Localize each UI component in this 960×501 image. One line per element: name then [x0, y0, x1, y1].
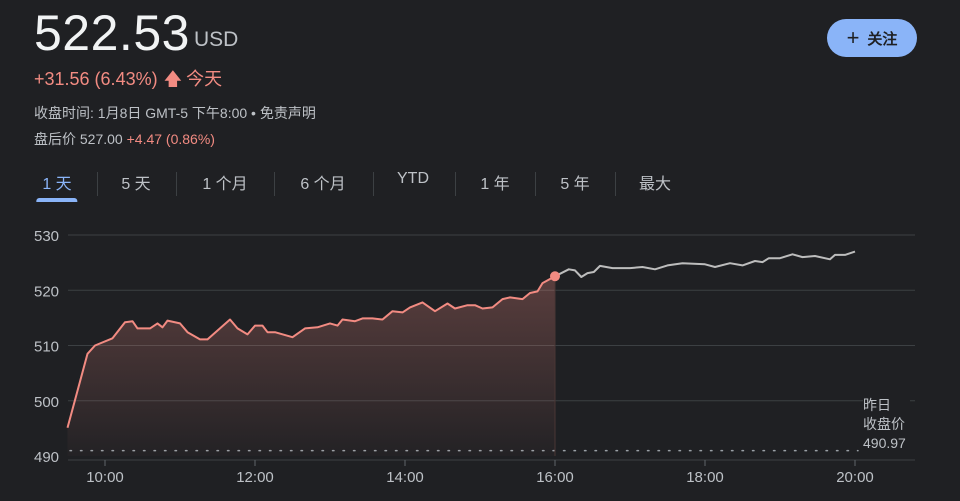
y-tick-label: 490	[34, 449, 59, 466]
previous-close-value: 490.97	[863, 435, 906, 451]
follow-label: 关注	[867, 30, 898, 48]
tab-6-month[interactable]: 6 个月	[300, 176, 346, 193]
plus-icon: +	[846, 25, 860, 50]
x-tick-label: 10:00	[86, 469, 124, 486]
tab-5-day[interactable]: 5 天	[121, 176, 151, 193]
x-tick-label: 14:00	[386, 469, 424, 486]
y-tick-label: 520	[34, 283, 59, 300]
current-price: 522.53	[34, 5, 190, 61]
close-info: 收盘时间: 1月8日 GMT-5 下午8:00 • 免责声明	[34, 105, 316, 121]
tab-1-day[interactable]: 1 天	[36, 170, 79, 202]
tab-ytd[interactable]: YTD	[397, 170, 429, 187]
x-tick-label: 12:00	[236, 469, 274, 486]
price-change: +31.56 (6.43%) 🡅 今天	[34, 65, 222, 97]
y-tick-label: 510	[34, 339, 59, 356]
tab-divider	[97, 172, 98, 196]
after-hours-label: 盘后价	[34, 131, 76, 147]
follow-button[interactable]: + 关注	[827, 19, 917, 57]
tab-1-month[interactable]: 1 个月	[202, 176, 248, 193]
tab-max[interactable]: 最大	[638, 176, 672, 193]
tab-divider	[455, 172, 456, 196]
regular-session-line	[66, 275, 556, 429]
previous-close-label: 昨日 收盘价 490.97	[863, 396, 910, 453]
after-hours-info: 盘后价 527.00 +4.47 (0.86%)	[34, 129, 215, 149]
change-value: +31.56 (6.43%)	[34, 69, 158, 89]
x-tick-label: 18:00	[686, 469, 724, 486]
tab-divider	[615, 172, 616, 196]
currency: USD	[194, 28, 239, 51]
tab-divider	[274, 172, 275, 196]
regular-session-area	[67, 276, 555, 456]
tab-1-year[interactable]: 1 年	[480, 176, 510, 193]
y-tick-label: 530	[34, 228, 59, 245]
arrow-up-icon: 🡅	[163, 69, 183, 89]
x-tick-label: 20:00	[836, 469, 874, 486]
y-tick-label: 500	[34, 394, 59, 411]
tab-divider	[373, 172, 374, 196]
after-hours-line	[554, 250, 856, 278]
after-hours-change: +4.47 (0.86%)	[126, 131, 215, 147]
tab-divider	[176, 172, 177, 196]
previous-close-line1: 昨日	[863, 397, 891, 413]
after-hours-price: 527.00	[79, 131, 123, 147]
x-tick-label: 16:00	[536, 469, 574, 486]
change-period: 今天	[186, 69, 223, 89]
previous-close-line2: 收盘价	[863, 416, 905, 432]
close-marker	[550, 271, 560, 282]
tab-divider	[535, 172, 536, 196]
tab-5-year[interactable]: 5 年	[560, 176, 590, 193]
